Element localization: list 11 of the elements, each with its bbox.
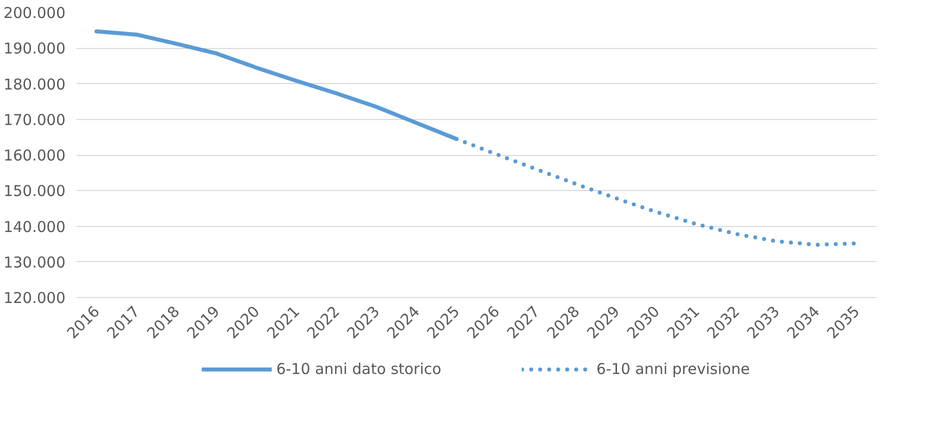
y-tick-label: 150.000 xyxy=(3,182,66,200)
y-tick-label: 120.000 xyxy=(3,289,66,307)
y-tick-label: 160.000 xyxy=(3,146,66,164)
legend-label: 6-10 anni dato storico xyxy=(276,360,442,378)
legend-label: 6-10 anni previsione xyxy=(596,360,750,378)
y-tick-label: 170.000 xyxy=(3,110,66,129)
y-tick-label: 190.000 xyxy=(3,40,66,58)
y-tick-label: 180.000 xyxy=(3,75,66,94)
y-tick-label: 140.000 xyxy=(3,218,66,236)
y-tick-label: 130.000 xyxy=(3,253,66,272)
y-tick-label: 200.000 xyxy=(3,4,66,22)
